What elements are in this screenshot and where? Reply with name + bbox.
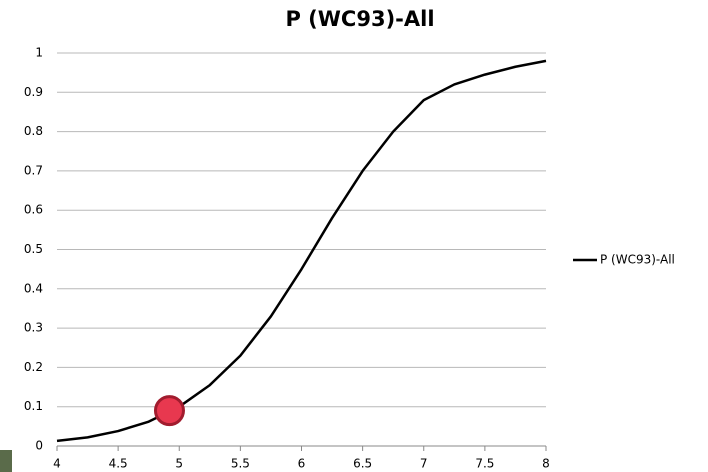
highlight-marker <box>153 395 185 427</box>
x-tick-label: 4.5 <box>109 457 128 471</box>
x-tick-label: 6 <box>298 457 306 471</box>
x-tick-label: 7.5 <box>475 457 494 471</box>
x-tick-label: 5 <box>175 457 183 471</box>
x-tick-label: 4 <box>53 457 61 471</box>
y-tick-label: 1 <box>35 46 43 60</box>
y-tick-label: 0.3 <box>24 321 43 335</box>
x-tick-label: 5.5 <box>231 457 250 471</box>
x-tick-label: 6.5 <box>353 457 372 471</box>
y-tick-label: 0.9 <box>24 85 43 99</box>
corner-icon <box>0 450 12 472</box>
y-tick-label: 0.8 <box>24 124 43 138</box>
x-tick-label: 8 <box>542 457 550 471</box>
y-tick-label: 0.5 <box>24 242 43 256</box>
series-line <box>56 59 547 443</box>
y-tick-label: 0.6 <box>24 203 43 217</box>
y-tick-label: 0.4 <box>24 281 43 295</box>
chart-title: P (WC93)-All <box>285 7 434 31</box>
y-tick-label: 0 <box>35 439 43 453</box>
y-tick-label: 0.7 <box>24 163 43 177</box>
x-tick-label: 7 <box>420 457 428 471</box>
legend-label: P (WC93)-All <box>600 253 675 267</box>
y-tick-label: 0.2 <box>24 360 43 374</box>
y-tick-label: 0.1 <box>24 399 43 413</box>
